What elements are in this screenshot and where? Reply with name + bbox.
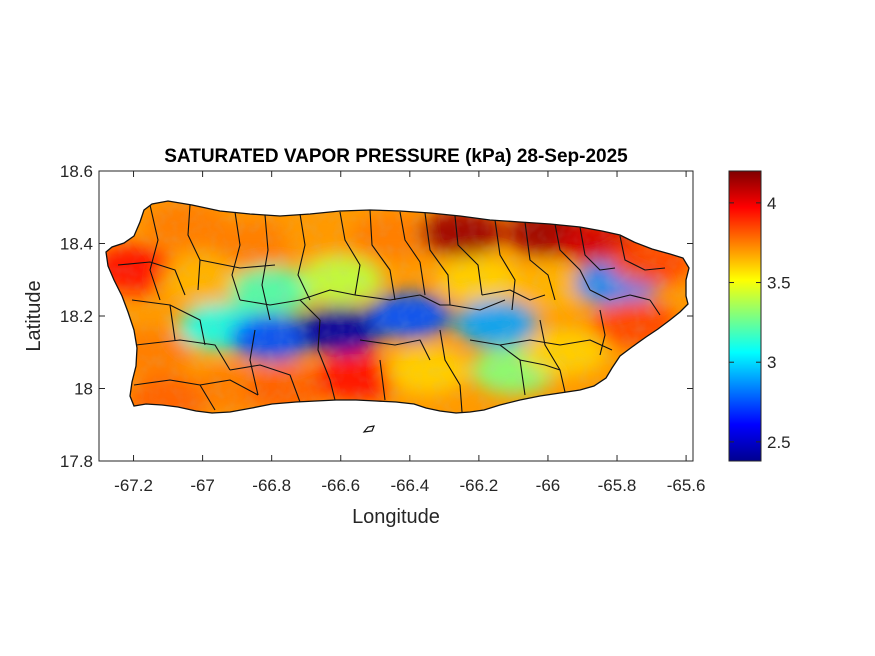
municipal-boundary xyxy=(494,219,516,311)
municipal-boundary xyxy=(599,309,606,356)
municipal-boundary xyxy=(229,364,301,403)
municipal-boundary xyxy=(449,299,506,311)
x-tick-label: -67 xyxy=(190,476,215,495)
y-tick-label: 18.2 xyxy=(60,307,93,326)
municipal-boundary xyxy=(131,299,206,346)
municipal-boundary xyxy=(299,289,356,301)
municipal-boundary xyxy=(359,339,431,361)
x-tick-label: -65.8 xyxy=(598,476,637,495)
colorbar-tick-label: 4 xyxy=(767,194,776,213)
municipal-boundary xyxy=(199,379,259,396)
municipal-boundary xyxy=(149,204,161,301)
x-tick-label: -65.6 xyxy=(667,476,706,495)
colorbar-tick-label: 2.5 xyxy=(767,433,791,452)
y-tick-label: 18.4 xyxy=(60,235,93,254)
municipal-boundary xyxy=(199,259,276,269)
field-texture xyxy=(106,201,689,413)
municipal-boundary xyxy=(261,214,271,321)
municipal-boundary xyxy=(231,211,241,301)
colorbar: 2.5 3 3.5 4 xyxy=(728,170,791,462)
municipal-boundary xyxy=(379,359,386,401)
municipal-boundaries xyxy=(117,204,666,413)
municipal-boundary xyxy=(481,289,546,301)
municipal-boundary xyxy=(454,215,483,296)
y-tick-label: 17.8 xyxy=(60,452,93,471)
municipal-boundary xyxy=(187,204,201,291)
x-tick-label: -66.6 xyxy=(321,476,360,495)
municipal-boundary xyxy=(249,329,259,396)
municipal-boundary xyxy=(589,289,651,301)
municipal-boundary xyxy=(579,226,616,271)
municipal-boundary xyxy=(439,329,463,413)
municipal-boundary xyxy=(499,339,613,351)
municipal-boundary xyxy=(419,294,450,306)
vapor-pressure-field xyxy=(106,201,689,413)
municipal-boundary xyxy=(135,339,231,371)
x-tick-label: -66.8 xyxy=(252,476,291,495)
y-axis-ticks: 17.8 18 18.2 18.4 18.6 xyxy=(60,162,693,471)
colorbar-tick-label: 3.5 xyxy=(767,274,791,293)
x-tick-label: -67.2 xyxy=(114,476,153,495)
island-outline xyxy=(105,200,690,414)
municipal-boundary xyxy=(469,339,526,396)
municipal-boundary xyxy=(554,223,591,291)
chart-title: SATURATED VAPOR PRESSURE (kPa) 28-Sep-20… xyxy=(164,146,628,167)
y-tick-label: 18 xyxy=(74,380,93,399)
municipal-boundary xyxy=(399,211,426,296)
municipal-boundary xyxy=(619,235,666,271)
y-axis-label: Latitude xyxy=(23,280,45,351)
municipal-boundary xyxy=(317,319,336,401)
municipal-boundary xyxy=(239,299,321,321)
municipal-boundary xyxy=(519,359,561,371)
municipal-boundary xyxy=(354,294,421,301)
municipal-boundary xyxy=(133,379,216,411)
municipal-boundary xyxy=(339,211,361,296)
municipal-boundary xyxy=(524,221,556,301)
colorbar-tick-label: 3 xyxy=(767,353,776,372)
municipal-boundary xyxy=(169,304,176,341)
x-tick-label: -66.2 xyxy=(460,476,499,495)
x-tick-label: -66.4 xyxy=(390,476,429,495)
x-tick-label: -66 xyxy=(536,476,561,495)
municipal-boundary xyxy=(649,299,661,316)
municipal-boundary xyxy=(539,319,566,393)
x-axis-label: Longitude xyxy=(352,506,440,528)
y-tick-label: 18.6 xyxy=(60,162,93,181)
municipal-boundary xyxy=(117,261,186,296)
municipal-boundary xyxy=(297,213,311,301)
small-islet xyxy=(362,425,375,433)
x-axis-ticks: -67.2 -67 -66.8 -66.6 -66.4 -66.2 -66 -65.8 -65.… xyxy=(114,171,705,495)
municipal-boundary xyxy=(424,212,451,306)
colorbar-ticks: 2.5 3 3.5 4 xyxy=(729,194,791,452)
municipal-boundary xyxy=(369,209,396,301)
colorbar-gradient xyxy=(728,170,762,462)
